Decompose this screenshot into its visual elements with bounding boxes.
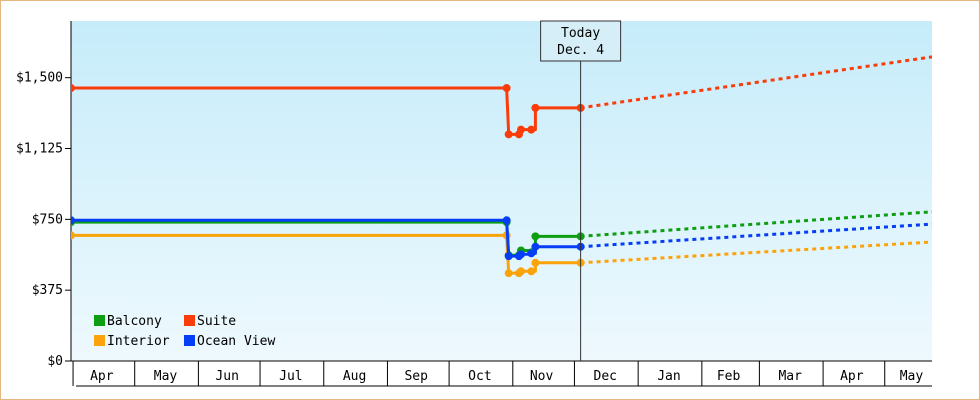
data-point-ocean-view (527, 249, 536, 258)
data-point-interior (527, 267, 536, 276)
legend-label-suite: Suite (197, 314, 236, 329)
y-tick-label: $0 (47, 354, 63, 369)
series-forecast-ocean-view (580, 222, 932, 249)
series-forecast-balcony (580, 210, 932, 238)
legend-swatch-suite (184, 315, 195, 326)
today-box (540, 20, 622, 62)
x-tick-label: Apr (90, 369, 114, 384)
x-tick-label: Feb (717, 369, 741, 384)
legend-label-balcony: Balcony (107, 314, 162, 329)
data-point-ocean-view (531, 242, 540, 251)
data-point-interior (517, 267, 526, 276)
data-point-suite (527, 125, 536, 134)
today-marker: Today Dec. 4 (540, 20, 622, 361)
today-label: Today (561, 26, 600, 41)
y-tick-label: $375 (32, 283, 63, 298)
data-point-suite (502, 84, 511, 93)
x-tick-label: Jul (279, 369, 302, 384)
plot-background (71, 21, 932, 361)
data-point-suite (504, 130, 513, 139)
x-tick-label: May (154, 369, 178, 384)
x-axis: Apr May Jun Jul Aug Sep Oct Nov Dec Jan Feb Mar Apr M… (71, 360, 932, 387)
y-tick-label: $1,500 (16, 71, 63, 86)
x-tick-label: Jan (657, 369, 680, 384)
data-point-ocean-view (504, 252, 513, 261)
data-point-balcony (531, 232, 540, 241)
x-tick-label: Oct (468, 369, 491, 384)
legend-swatch-balcony (94, 315, 105, 326)
x-tick-label: Dec (594, 369, 617, 384)
x-tick-label: May (900, 369, 924, 384)
data-point-interior (504, 269, 513, 278)
data-point-ocean-view (502, 216, 511, 225)
x-tick-label: Aug (343, 369, 366, 384)
legend: Balcony Suite Interior Ocean View (94, 314, 275, 349)
y-axis: $0 $375 $750 $1,125 $1,500 (16, 21, 72, 369)
legend-swatch-ocean-view (184, 335, 195, 346)
x-tick-label: Sep (404, 369, 428, 384)
y-tick-label: $750 (32, 212, 63, 227)
data-point-suite (517, 125, 526, 134)
data-point-ocean-view (517, 250, 526, 259)
x-tick-label: Apr (840, 369, 864, 384)
data-point-interior (71, 231, 75, 240)
series-forecast-interior (580, 240, 932, 265)
data-point-ocean-view (71, 216, 75, 225)
legend-label-ocean-view: Ocean View (197, 334, 275, 349)
series-layer (71, 55, 932, 278)
series-forecast-suite (580, 55, 932, 110)
x-tick-label: Jun (215, 369, 238, 384)
y-tick-label: $1,125 (16, 142, 63, 157)
legend-label-interior: Interior (107, 334, 170, 349)
data-point-interior (531, 258, 540, 267)
data-point-suite (531, 103, 540, 112)
today-date: Dec. 4 (557, 43, 604, 58)
data-point-suite (71, 84, 75, 93)
legend-swatch-interior (94, 335, 105, 346)
x-tick-label: Nov (530, 369, 554, 384)
x-tick-label: Mar (778, 369, 802, 384)
